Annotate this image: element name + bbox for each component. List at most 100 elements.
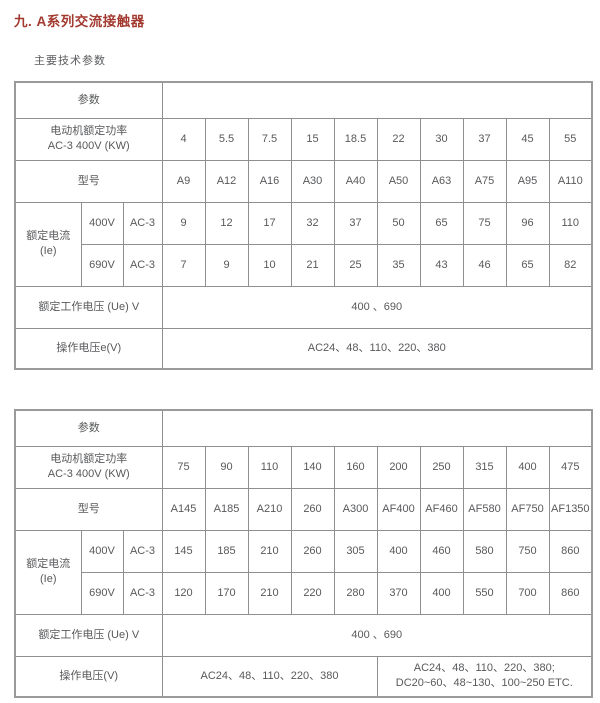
current-400-value-cell: 145	[161, 529, 206, 573]
current-690-value-cell: 280	[333, 571, 378, 615]
table-row: 参数	[14, 81, 593, 119]
ue-value-cell: 400 、690	[161, 613, 593, 657]
param-empty-cell	[161, 409, 593, 447]
model-value-cell: A210	[247, 487, 292, 531]
op-voltage-acdc-line1: AC24、48、110、220、380;	[413, 662, 555, 675]
model-value-cell: A185	[204, 487, 249, 531]
current-400-value-cell: 17	[247, 201, 292, 245]
power-label-line2: AC-3 400V (KW)	[47, 140, 130, 152]
power-value-cell: 37	[462, 117, 507, 161]
current-690-value-cell: 210	[247, 571, 292, 615]
power-value-cell: 400	[505, 445, 550, 489]
current-400-value-cell: 185	[204, 529, 249, 573]
current-690-value-cell: 700	[505, 571, 550, 615]
current-690-value-cell: 7	[161, 243, 206, 287]
power-label-cell: 电动机额定功率 AC-3 400V (KW)	[14, 117, 163, 161]
current-690-value-cell: 25	[333, 243, 378, 287]
power-value-cell: 250	[419, 445, 464, 489]
current-690-value-cell: 46	[462, 243, 507, 287]
current-400-value-cell: 210	[247, 529, 292, 573]
power-value-cell: 110	[247, 445, 292, 489]
rated-current-line1: 额定电流	[26, 558, 71, 571]
current-400-value-cell: 65	[419, 201, 464, 245]
op-voltage-acdc-value-cell: AC24、48、110、220、380; DC20~60、48~130、100~…	[376, 655, 593, 698]
current-400-value-cell: 260	[290, 529, 335, 573]
power-value-cell: 475	[548, 445, 593, 489]
current-400-value-cell: 460	[419, 529, 464, 573]
table-row: 电动机额定功率 AC-3 400V (KW) 75 90 110 140 160…	[14, 445, 593, 489]
model-value-cell: A30	[290, 159, 335, 203]
model-value-cell: A12	[204, 159, 249, 203]
current-690-value-cell: 370	[376, 571, 421, 615]
rated-current-label-cell: 额定电流 (Ie)	[14, 529, 82, 615]
current-400-value-cell: 305	[333, 529, 378, 573]
power-value-cell: 140	[290, 445, 335, 489]
current-690-value-cell: 65	[505, 243, 550, 287]
ac3-label-cell: AC-3	[122, 529, 163, 573]
power-label-cell: 电动机额定功率 AC-3 400V (KW)	[14, 445, 163, 489]
voltage-400-label-cell: 400V	[80, 201, 124, 245]
current-400-value-cell: 32	[290, 201, 335, 245]
model-label-cell: 型号	[14, 159, 163, 203]
ac3-label-cell: AC-3	[122, 243, 163, 287]
ac3-label-cell: AC-3	[122, 571, 163, 615]
table-row: 操作电压(V) AC24、48、110、220、380 AC24、48、110、…	[14, 655, 593, 698]
power-value-cell: 5.5	[204, 117, 249, 161]
current-690-value-cell: 170	[204, 571, 249, 615]
current-400-value-cell: 75	[462, 201, 507, 245]
current-400-value-cell: 96	[505, 201, 550, 245]
power-value-cell: 90	[204, 445, 249, 489]
power-label-line1: 电动机额定功率	[50, 125, 128, 138]
model-value-cell: A95	[505, 159, 550, 203]
op-voltage-ac-value-cell: AC24、48、110、220、380	[161, 655, 378, 698]
rated-current-line2: (Ie)	[40, 245, 57, 257]
rated-current-line2: (Ie)	[40, 573, 57, 585]
model-value-cell: A16	[247, 159, 292, 203]
current-690-value-cell: 35	[376, 243, 421, 287]
power-value-cell: 315	[462, 445, 507, 489]
param-header-cell: 参数	[14, 81, 163, 119]
op-voltage-value-cell: AC24、48、110、220、380	[161, 327, 593, 370]
model-label-cell: 型号	[14, 487, 163, 531]
model-value-cell: AF460	[419, 487, 464, 531]
table-row: 参数	[14, 409, 593, 447]
current-690-value-cell: 9	[204, 243, 249, 287]
current-400-value-cell: 580	[462, 529, 507, 573]
power-value-cell: 200	[376, 445, 421, 489]
power-value-cell: 160	[333, 445, 378, 489]
ue-label-cell: 额定工作电压 (Ue) V	[14, 613, 163, 657]
model-value-cell: A145	[161, 487, 206, 531]
power-value-cell: 7.5	[247, 117, 292, 161]
voltage-690-label-cell: 690V	[80, 243, 124, 287]
voltage-400-label-cell: 400V	[80, 529, 124, 573]
model-value-cell: AF750	[505, 487, 550, 531]
current-690-value-cell: 21	[290, 243, 335, 287]
model-value-cell: A300	[333, 487, 378, 531]
table-row: 额定电流 (Ie) 400V AC-3 145 185 210 260 305 …	[14, 529, 593, 615]
current-400-value-cell: 9	[161, 201, 206, 245]
current-400-value-cell: 110	[548, 201, 593, 245]
table-row: 额定工作电压 (Ue) V 400 、690	[14, 285, 593, 329]
page-subtitle: 主要技术参数	[34, 55, 106, 67]
power-value-cell: 45	[505, 117, 550, 161]
model-value-cell: A40	[333, 159, 378, 203]
current-690-value-cell: 860	[548, 571, 593, 615]
rated-current-label-cell: 额定电流 (Ie)	[14, 201, 82, 287]
table-row: 电动机额定功率 AC-3 400V (KW) 4 5.5 7.5 15 18.5…	[14, 117, 593, 161]
model-value-cell: AF1350	[548, 487, 593, 531]
model-value-cell: AF580	[462, 487, 507, 531]
param-header-cell: 参数	[14, 409, 163, 447]
rated-current-line1: 额定电流	[26, 230, 71, 243]
ac3-label-cell: AC-3	[122, 201, 163, 245]
power-value-cell: 30	[419, 117, 464, 161]
current-400-value-cell: 50	[376, 201, 421, 245]
model-value-cell: A63	[419, 159, 464, 203]
table-row: 额定电流 (Ie) 400V AC-3 9 12 17 32 37 50 65 …	[14, 201, 593, 287]
power-value-cell: 4	[161, 117, 206, 161]
model-value-cell: AF400	[376, 487, 421, 531]
op-voltage-label-cell: 操作电压e(V)	[14, 327, 163, 370]
table-row: 690V AC-3 7 9 10 21 25 35 43 46 65 82	[15, 243, 593, 287]
power-value-cell: 18.5	[333, 117, 378, 161]
power-value-cell: 55	[548, 117, 593, 161]
